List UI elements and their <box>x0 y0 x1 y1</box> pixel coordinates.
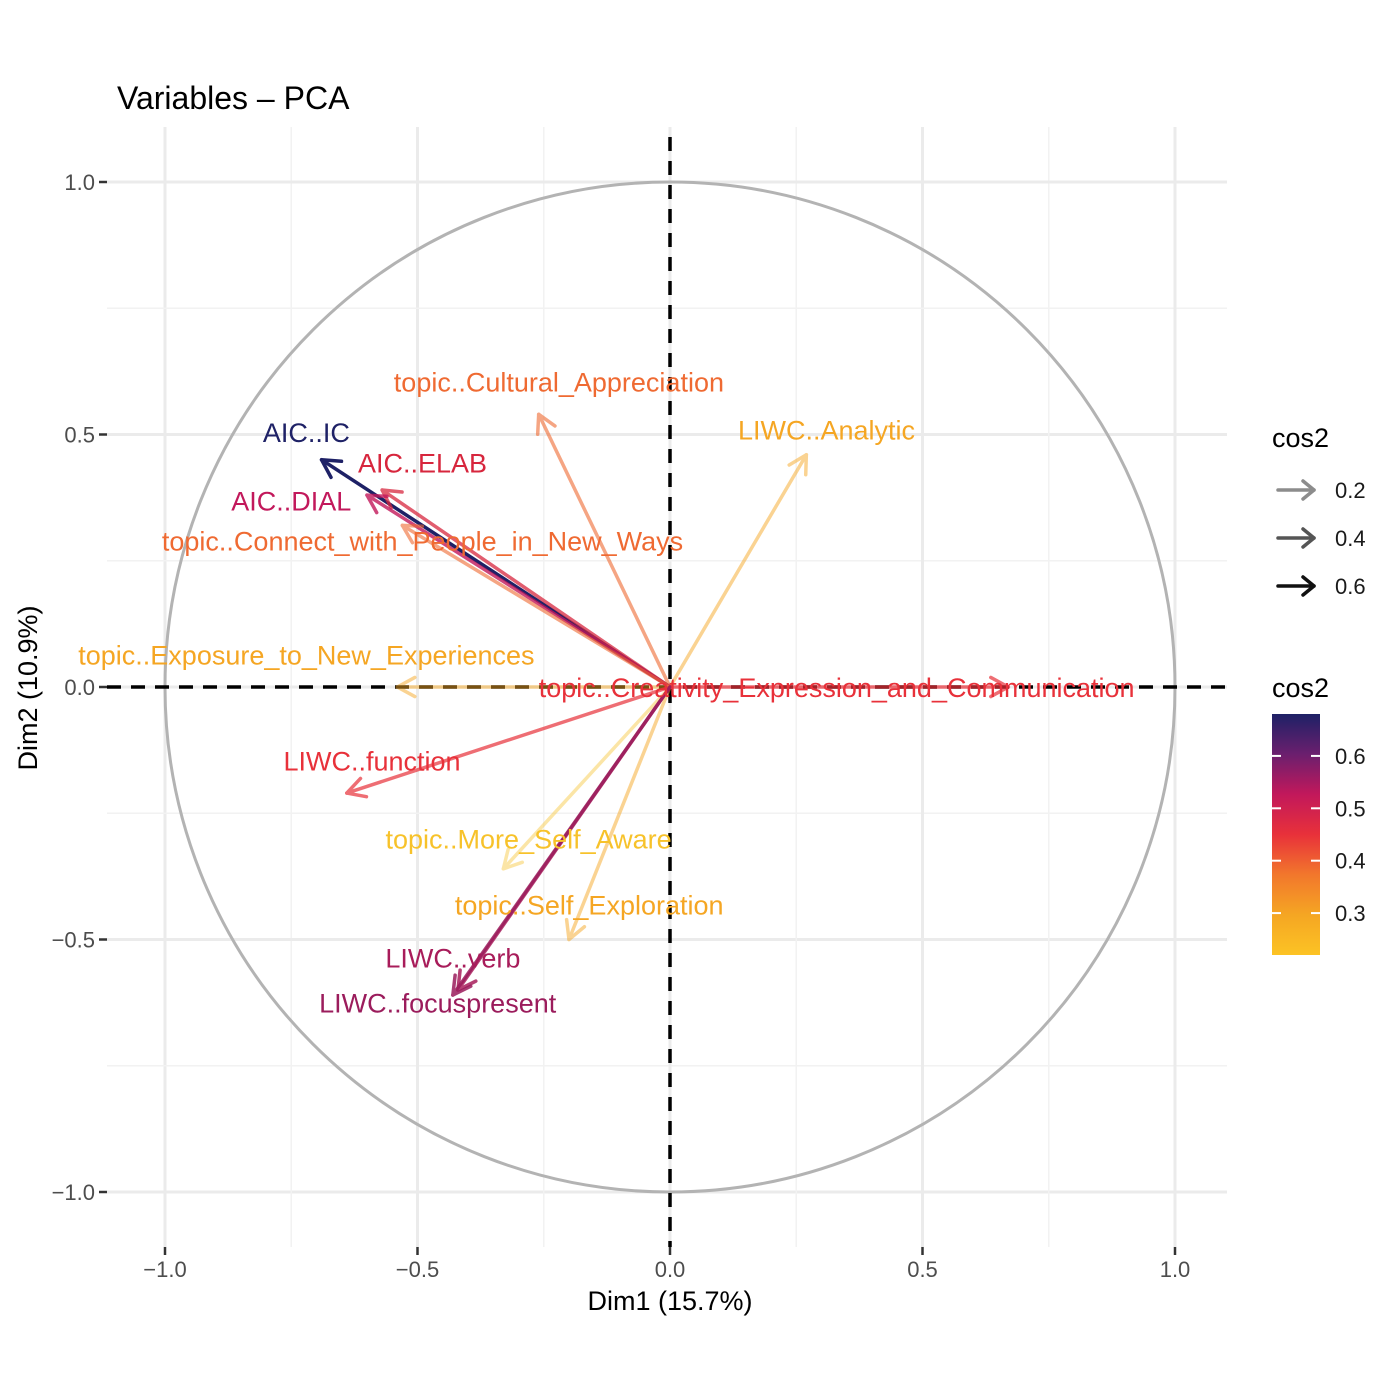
y-tick-label: 1.0 <box>64 170 95 195</box>
arrow-head <box>787 452 809 477</box>
arrow-shaft <box>501 685 672 871</box>
arrow-aic-elab <box>380 488 672 689</box>
variable-label-topic-exposure-to-new-experiences: topic..Exposure_to_New_Experiences <box>78 640 534 670</box>
y-tick-label: 0.0 <box>64 675 95 700</box>
x-tick-label: 1.0 <box>1160 1257 1191 1282</box>
variable-label-aic-ic: AIC..IC <box>263 418 350 448</box>
x-tick-label: 0.0 <box>655 1257 686 1282</box>
variable-label-aic-elab: AIC..ELAB <box>358 448 487 478</box>
arrow-shaft <box>345 685 672 795</box>
arrow-topic-creativity-expression-and-communication <box>668 675 1011 699</box>
arrow-head <box>380 488 404 510</box>
legend-key-head <box>1301 575 1316 597</box>
variable-label-topic-more-self-aware: topic..More_Self_Aware <box>386 825 672 855</box>
variable-label-liwc-verb: LIWC..verb <box>385 943 520 973</box>
arrow-shaft <box>536 412 672 689</box>
legend-alpha-label: 0.2 <box>1335 478 1366 503</box>
legend-key-head <box>1301 479 1316 501</box>
colorbar-label: 0.6 <box>1335 744 1366 769</box>
arrow-head <box>319 458 344 480</box>
y-tick-label: −1.0 <box>52 1180 95 1205</box>
arrow-head <box>365 493 389 515</box>
arrow-topic-exposure-to-new-experiences <box>395 675 672 699</box>
variable-label-liwc-analytic: LIWC..Analytic <box>738 416 915 446</box>
legend-alpha-label: 0.6 <box>1335 574 1366 599</box>
legend-alpha-key <box>1276 527 1316 549</box>
arrow-head <box>501 847 525 871</box>
arrow-head <box>345 776 369 799</box>
arrow-topic-more-self-aware <box>501 685 672 871</box>
x-tick-label: −1.0 <box>143 1257 186 1282</box>
variable-label-topic-connect-with-people-in-new-ways: topic..Connect_with_People_in_New_Ways <box>162 527 683 557</box>
variable-label-aic-dial: AIC..DIAL <box>231 486 351 516</box>
arrow-head <box>564 917 587 942</box>
arrow-liwc-function <box>345 685 672 799</box>
arrow-head <box>400 523 425 545</box>
chart-title: Variables – PCA <box>117 80 350 116</box>
y-axis-title: Dim2 (10.9%) <box>13 605 43 770</box>
arrow-head <box>535 412 557 437</box>
colorbar-label: 0.5 <box>1335 796 1366 821</box>
arrow-head <box>989 675 1011 699</box>
arrow-shaft <box>400 523 672 689</box>
legend-alpha-label: 0.4 <box>1335 526 1366 551</box>
legend-alpha-title: cos2 <box>1272 423 1329 453</box>
arrow-shaft <box>380 488 672 689</box>
arrow-topic-connect-with-people-in-new-ways <box>400 523 672 689</box>
arrow-head <box>451 973 473 997</box>
colorbar-label: 0.3 <box>1335 901 1366 926</box>
variable-label-topic-cultural-appreciation: topic..Cultural_Appreciation <box>394 368 724 398</box>
y-tick-label: 0.5 <box>64 423 95 448</box>
x-axis-title: Dim1 (15.7%) <box>587 1286 752 1316</box>
colorbar-label: 0.4 <box>1335 849 1366 874</box>
legend-color-title: cos2 <box>1272 673 1329 703</box>
legend-key-head <box>1301 527 1316 549</box>
arrow-liwc-focuspresent <box>451 685 672 997</box>
x-tick-label: 0.5 <box>907 1257 938 1282</box>
arrow-topic-cultural-appreciation <box>535 412 672 689</box>
x-tick-label: −0.5 <box>396 1257 439 1282</box>
variable-label-liwc-focuspresent: LIWC..focuspresent <box>319 989 557 1019</box>
variable-label-topic-self-exploration: topic..Self_Exploration <box>455 890 724 920</box>
arrow-shaft <box>451 685 672 997</box>
arrow-liwc-analytic <box>668 452 809 689</box>
variable-label-topic-creativity-expression-and-communication: topic..Creativity_Expression_and_Communi… <box>539 673 1135 703</box>
arrow-head <box>395 675 417 699</box>
variable-label-liwc-function: LIWC..function <box>284 746 461 776</box>
arrow-shaft <box>668 452 809 689</box>
legend-alpha-key <box>1276 575 1316 597</box>
y-tick-label: −0.5 <box>52 928 95 953</box>
legend-alpha-key <box>1276 479 1316 501</box>
arrow-shaft <box>567 685 672 942</box>
colorbar <box>1272 714 1320 955</box>
arrow-topic-self-exploration <box>564 685 672 942</box>
